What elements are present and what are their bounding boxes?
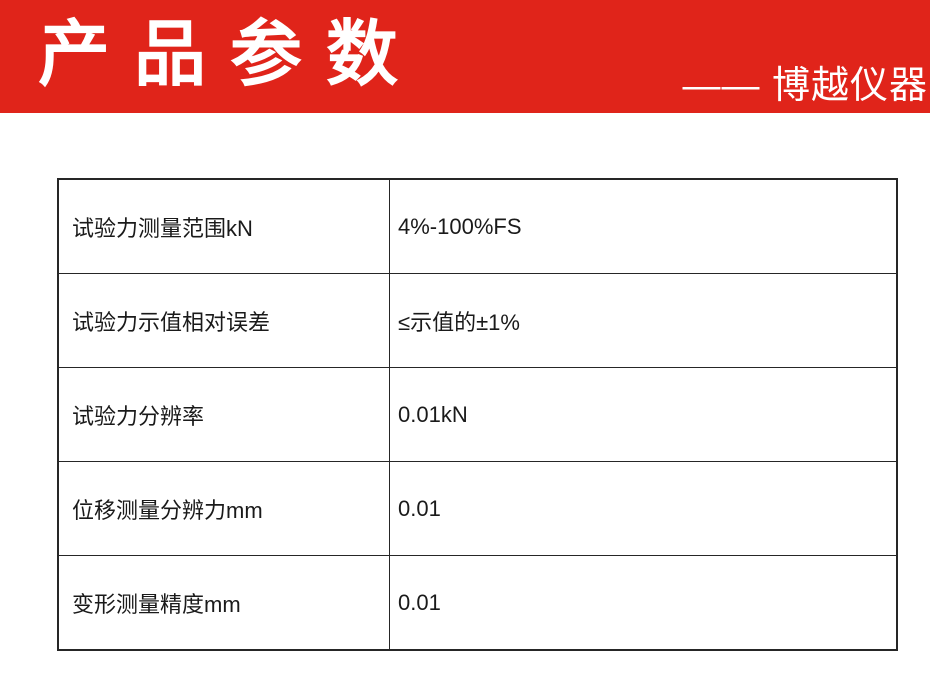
- brand-label: —— 博越仪器: [682, 65, 928, 107]
- table-row: 变形测量精度mm 0.01: [57, 555, 898, 651]
- table-row: 试验力分辨率 0.01kN: [57, 367, 898, 462]
- param-label-cell: 位移测量分辨力mm: [57, 461, 390, 556]
- table-row: 试验力示值相对误差 ≤示值的±1%: [57, 273, 898, 368]
- param-value-cell: 0.01: [389, 461, 898, 556]
- page-title: 产 品 参 数: [38, 15, 401, 95]
- param-label-cell: 试验力示值相对误差: [57, 273, 390, 368]
- param-value-cell: 0.01: [389, 555, 898, 651]
- param-label-cell: 试验力测量范围kN: [57, 178, 390, 274]
- table-row: 试验力测量范围kN 4%-100%FS: [57, 178, 898, 274]
- table-row: 位移测量分辨力mm 0.01: [57, 461, 898, 556]
- param-value-cell: 4%-100%FS: [389, 178, 898, 274]
- spec-table: 试验力测量范围kN 4%-100%FS 试验力示值相对误差 ≤示值的±1% 试验…: [57, 178, 898, 651]
- param-label-cell: 试验力分辨率: [57, 367, 390, 462]
- param-label-cell: 变形测量精度mm: [57, 555, 390, 651]
- param-value-cell: 0.01kN: [389, 367, 898, 462]
- header-banner: 产 品 参 数 —— 博越仪器: [0, 0, 930, 113]
- param-value-cell: ≤示值的±1%: [389, 273, 898, 368]
